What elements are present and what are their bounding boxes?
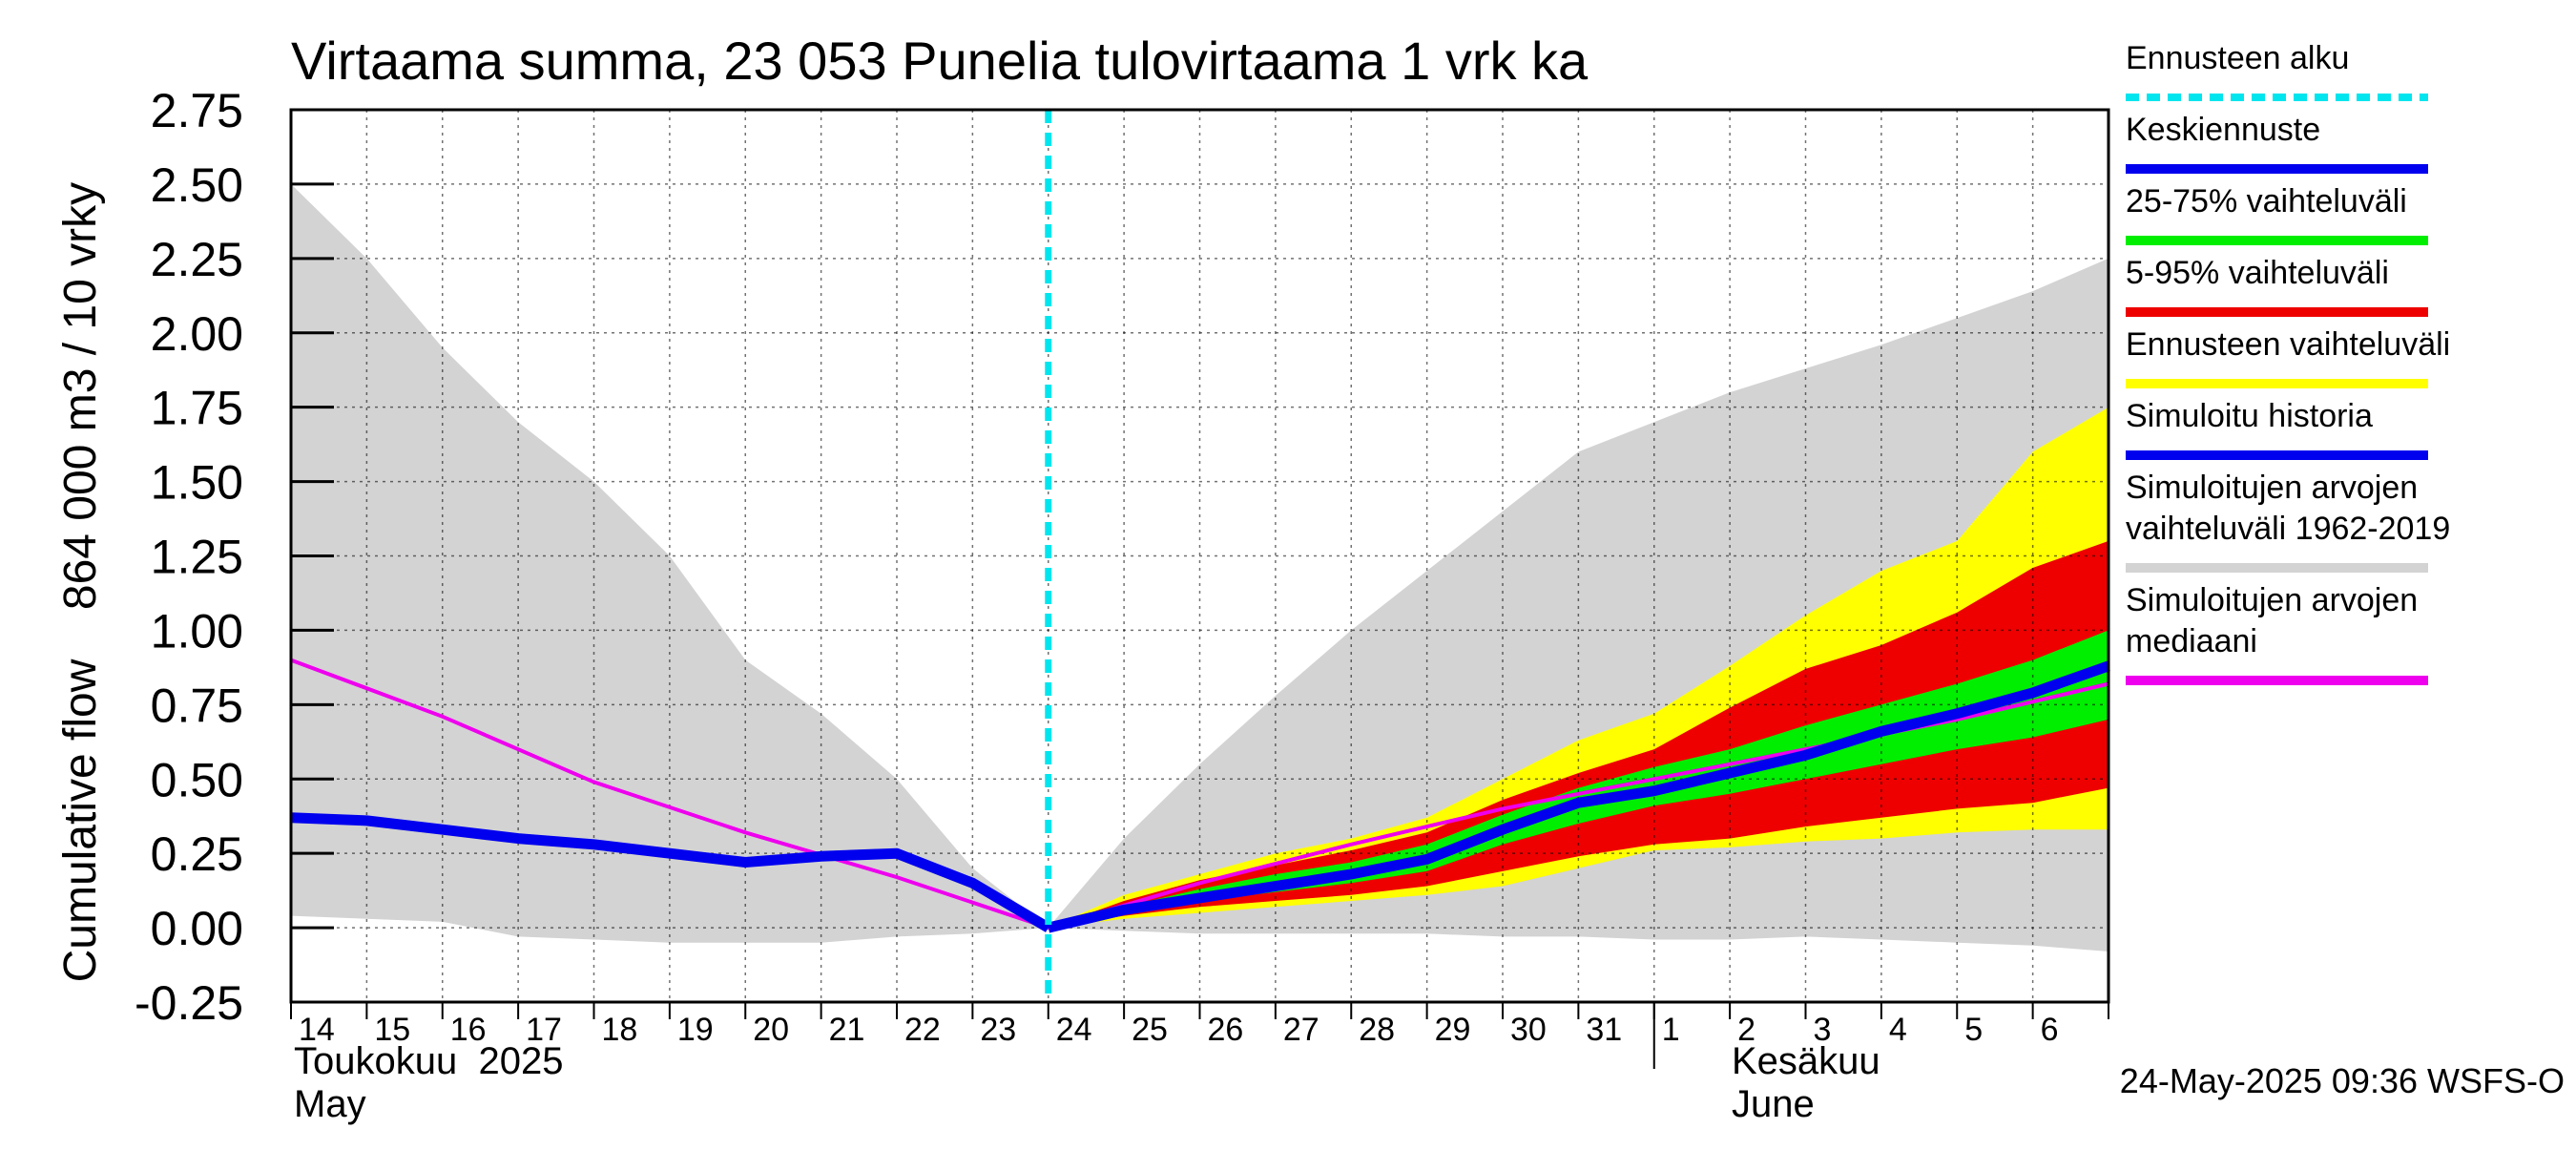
y-tick-label: 2.00 (151, 307, 243, 361)
month-label-june-fi: Kesäkuu (1732, 1040, 1880, 1082)
x-tick-label: 26 (1208, 1012, 1244, 1048)
legend-label: Ennusteen alku (2126, 40, 2349, 76)
timestamp: 24-May-2025 09:36 WSFS-O (2120, 1061, 2565, 1100)
legend-label: vaihteluväli 1962-2019 (2126, 511, 2450, 547)
legend-label: 25-75% vaihteluväli (2126, 183, 2407, 220)
y-tick-label: 1.75 (151, 382, 243, 435)
x-tick-label: 28 (1359, 1012, 1395, 1048)
month-label-may-fi: Toukokuu 2025 (294, 1040, 563, 1082)
x-tick-label: 3 (1814, 1012, 1832, 1048)
y-axis-label-en: Cumulative flow (55, 659, 106, 982)
x-tick-label: 18 (602, 1012, 638, 1048)
x-tick-label: 16 (450, 1012, 487, 1048)
x-tick-label: 24 (1056, 1012, 1092, 1048)
y-tick-label: 0.50 (151, 753, 243, 806)
y-tick-label: 2.25 (151, 233, 243, 286)
legend-label: Simuloitujen arvojen (2126, 470, 2418, 506)
x-tick-label: 14 (299, 1012, 335, 1048)
x-tick-label: 29 (1435, 1012, 1471, 1048)
x-tick-label: 25 (1132, 1012, 1168, 1048)
month-label-may-en: May (294, 1083, 366, 1125)
y-tick-label: 0.75 (151, 679, 243, 732)
simulated-history-line (290, 812, 1051, 932)
x-tick-label: 15 (374, 1012, 410, 1048)
y-tick-label: 1.50 (151, 456, 243, 510)
historical-median-line (290, 658, 2109, 930)
grid-layer (291, 110, 2109, 1002)
x-tick-label: 17 (526, 1012, 562, 1048)
x-tick-label: 5 (1964, 1012, 1983, 1048)
legend-label: Keskiennuste (2126, 112, 2320, 148)
x-tick-label: 6 (2041, 1012, 2059, 1048)
x-tick-label: 23 (980, 1012, 1016, 1048)
legend-label: Ennusteen vaihteluväli (2126, 326, 2450, 363)
y-tick-label: 1.00 (151, 604, 243, 658)
axes-layer (289, 108, 2110, 1069)
text-layer: Virtaama summa, 23 053 Punelia tulovirta… (55, 31, 2565, 1125)
chart-title: Virtaama summa, 23 053 Punelia tulovirta… (291, 31, 1589, 91)
x-tick-label: 19 (677, 1012, 714, 1048)
y-tick-label: 0.00 (151, 902, 243, 955)
y-tick-label: 0.25 (151, 827, 243, 881)
x-tick-label: 30 (1510, 1012, 1547, 1048)
legend: Ennusteen alku Keskiennuste 25-75% vaihtel… (2126, 40, 2450, 685)
x-tick-label: 21 (829, 1012, 865, 1048)
x-tick-label: 4 (1889, 1012, 1907, 1048)
legend-label: mediaani (2126, 623, 2257, 659)
y-tick-label: -0.25 (135, 976, 243, 1030)
x-tick-label: 2 (1737, 1012, 1755, 1048)
x-tick-label: 31 (1586, 1012, 1622, 1048)
y-axis-label-fi: 864 000 m3 / 10 vrky (55, 182, 106, 610)
x-tick-label: 1 (1662, 1012, 1680, 1048)
legend-label: Simuloitujen arvojen (2126, 582, 2418, 618)
series-layer (290, 110, 2110, 1002)
x-tick-label: 20 (753, 1012, 789, 1048)
x-tick-label: 22 (904, 1012, 941, 1048)
y-tick-label: 2.75 (151, 84, 243, 137)
mean-forecast-line (1047, 660, 2110, 933)
legend-label: Simuloitu historia (2126, 398, 2373, 434)
y-tick-label: 2.50 (151, 158, 243, 212)
x-tick-label: 27 (1283, 1012, 1319, 1048)
month-label-june-en: June (1732, 1083, 1815, 1125)
legend-label: 5-95% vaihteluväli (2126, 255, 2389, 291)
y-tick-label: 1.25 (151, 531, 243, 584)
